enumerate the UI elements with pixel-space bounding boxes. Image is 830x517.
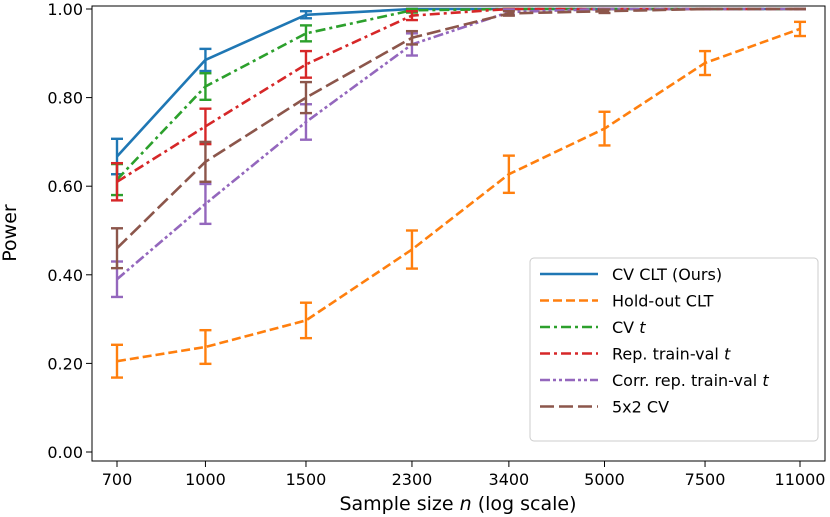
legend-entry: Hold-out CLT xyxy=(540,292,714,311)
error-bar xyxy=(598,110,611,147)
error-bar xyxy=(111,161,123,202)
error-bar xyxy=(502,10,515,17)
y-tick-label: 1.00 xyxy=(47,0,83,19)
error-bar xyxy=(794,20,806,38)
error-bar xyxy=(199,140,212,183)
y-tick-label: 0.80 xyxy=(47,89,83,108)
error-bar xyxy=(598,8,611,15)
legend-label: Corr. rep. train-val t xyxy=(612,371,769,390)
error-bar xyxy=(199,328,212,366)
legend: CV CLT (Ours) Hold-out CLT CV t Rep. train-… xyxy=(529,257,819,442)
y-tick-label: 0.00 xyxy=(47,443,83,462)
error-bar xyxy=(299,301,312,340)
error-bar xyxy=(199,182,212,226)
x-tick-label: 5000 xyxy=(584,470,625,489)
series-line xyxy=(116,7,800,250)
series-5 xyxy=(111,7,806,270)
error-bar xyxy=(199,47,212,73)
y-axis: 0.00 0.20 0.40 0.60 0.80 1.00 xyxy=(47,0,92,462)
error-bar xyxy=(405,10,418,22)
x-axis-title-variable: n xyxy=(460,493,472,515)
x-tick-label: 11000 xyxy=(775,470,826,489)
x-tick-label: 2300 xyxy=(392,470,433,489)
x-axis-title-prefix: Sample size xyxy=(339,493,459,515)
series-1 xyxy=(111,20,806,379)
error-bar xyxy=(299,24,312,43)
legend-label: Rep. train-val t xyxy=(612,345,731,364)
x-tick-label: 1000 xyxy=(185,470,226,489)
series-line xyxy=(116,7,800,181)
x-axis-title-suffix: (log scale) xyxy=(472,493,577,515)
x-tick-label: 7500 xyxy=(685,470,726,489)
legend-entry: Rep. train-val t xyxy=(540,345,731,364)
legend-entry: CV CLT (Ours) xyxy=(540,265,722,284)
plot-frame xyxy=(91,5,826,462)
legend-label: CV CLT (Ours) xyxy=(612,265,722,284)
x-axis-title: Sample size n (log scale) xyxy=(339,493,576,515)
error-bar xyxy=(502,154,515,195)
error-bar xyxy=(299,49,312,79)
series-line xyxy=(116,27,801,363)
y-axis-title: Power xyxy=(0,204,21,262)
legend-entry: CV t xyxy=(540,318,646,337)
legend-label: Hold-out CLT xyxy=(612,292,714,311)
error-bar xyxy=(199,72,212,102)
error-bar xyxy=(299,10,312,20)
error-bar xyxy=(699,49,712,77)
error-bar xyxy=(299,80,312,115)
error-bar xyxy=(405,229,418,270)
x-tick-label: 700 xyxy=(102,470,133,489)
legend-label: 5x2 CV xyxy=(612,398,669,417)
legend-label: CV t xyxy=(612,318,646,337)
y-tick-label: 0.20 xyxy=(47,354,83,373)
legend-entry: 5x2 CV xyxy=(540,398,669,417)
error-bar xyxy=(111,343,123,379)
plot-area xyxy=(111,7,806,379)
x-tick-label: 3400 xyxy=(489,470,530,489)
error-bar xyxy=(405,29,418,46)
legend-entry: Corr. rep. train-val t xyxy=(540,371,769,390)
y-tick-label: 0.60 xyxy=(47,177,83,196)
legend-frame xyxy=(529,257,819,442)
series-line xyxy=(116,7,800,281)
error-bar xyxy=(111,227,123,270)
x-axis: 700 1000 1500 2300 3400 5000 7500 11000 xyxy=(102,461,826,489)
x-tick-label: 1500 xyxy=(286,470,327,489)
y-tick-label: 0.40 xyxy=(47,266,83,285)
